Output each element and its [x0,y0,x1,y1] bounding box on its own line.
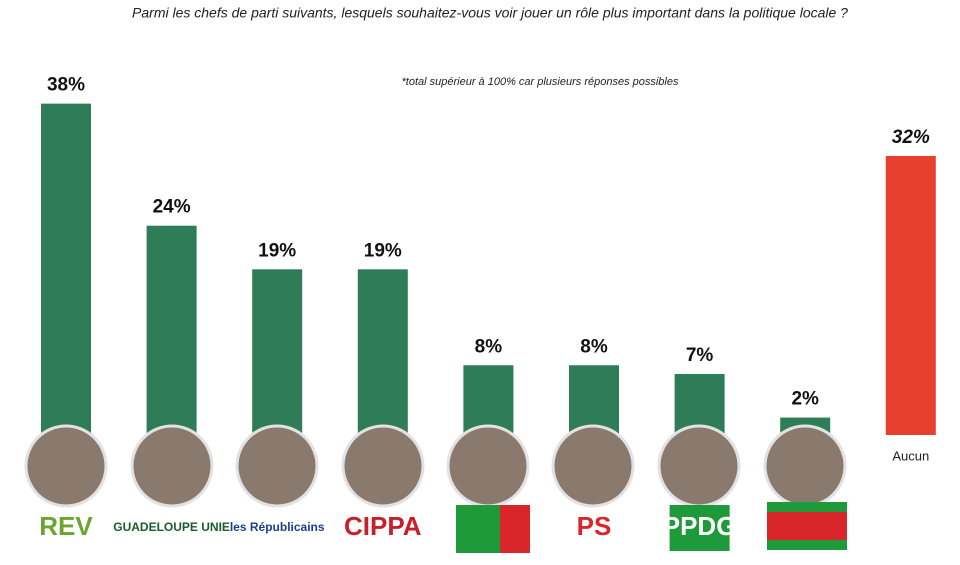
value-label: 8% [580,336,608,357]
party-logo-text: GUADELOUPE UNIE [113,520,230,534]
value-label: 7% [686,345,714,366]
bar [463,365,514,435]
chart-note: *total supérieur à 100% car plusieurs ré… [402,76,679,88]
bar [569,365,619,435]
bar [357,269,408,435]
flag-logo [767,540,847,550]
leader-photo [657,424,741,508]
value-label: 38% [47,75,85,96]
party-logo [669,505,730,551]
party-logo-text: PS [577,511,612,541]
party-logo-text: REV [39,511,93,541]
bar [146,225,197,435]
leader-photo [130,424,214,508]
leader-photo [763,424,847,508]
leader-photo [446,424,530,508]
logo-art [456,502,847,553]
party-logo [500,505,530,553]
flag-logo [767,502,847,512]
leader-photo [235,424,319,508]
bar [252,269,303,435]
leader-photo [341,424,425,508]
chart-title: Parmi les chefs de parti suivants, lesqu… [132,5,848,21]
photos [24,424,847,508]
leader-photo [551,424,635,508]
value-label: 19% [364,240,402,261]
value-label: 32% [892,127,930,148]
party-logo-text: PPDG [663,511,737,541]
value-label: 8% [475,336,503,357]
value-label: 24% [153,197,191,218]
party-logo-text: les Républicains [230,520,325,534]
bar [41,103,91,435]
leader-photo [24,424,108,508]
party-logo-text: CIPPA [344,511,422,541]
value-label: 19% [258,240,296,261]
category-label: Aucun [892,448,929,463]
value-label: 2% [791,389,819,410]
bar [885,155,936,435]
